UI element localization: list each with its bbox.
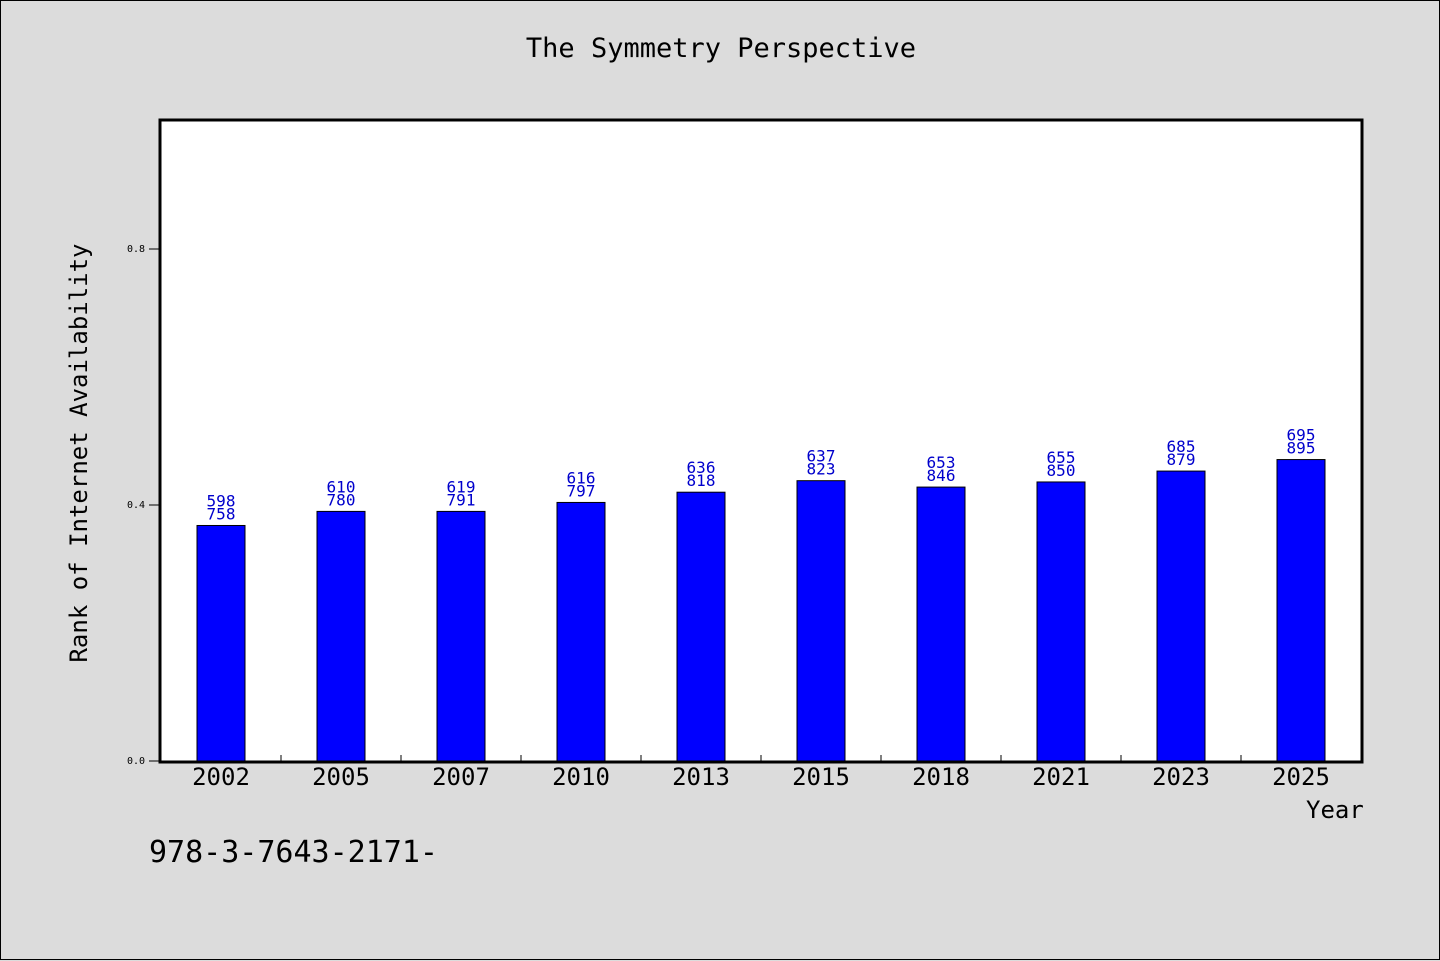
y-tick-label: 0.0 <box>127 756 145 767</box>
bar <box>1276 459 1326 762</box>
bar-label-bottom: 895 <box>1287 439 1316 458</box>
bar <box>1156 470 1206 762</box>
x-tick-label: 2005 <box>312 763 370 791</box>
x-axis-label: Year <box>1306 796 1364 824</box>
bar-label-top: 685 <box>1167 437 1196 456</box>
x-tick-label: 2013 <box>672 763 730 791</box>
x-tick-label: 2015 <box>792 763 850 791</box>
bar <box>676 491 726 762</box>
bar-label-bottom: 791 <box>447 490 476 509</box>
x-tick-label: 2025 <box>1272 763 1330 791</box>
bar-label-bottom: 780 <box>327 490 356 509</box>
bar-label-top: 610 <box>327 477 356 496</box>
bar-label-top: 655 <box>1047 448 1076 467</box>
x-tick-label: 2010 <box>552 763 610 791</box>
chart-title: The Symmetry Perspective <box>525 33 917 64</box>
bar-label-top: 598 <box>207 491 236 510</box>
bar-label-top: 619 <box>447 477 476 496</box>
x-axis: 2002 2005 2007 2010 2013 2015 2018 2021 2023 2025 <box>192 755 1330 791</box>
bar-label-bottom: 818 <box>687 471 716 490</box>
bar-label-top: 695 <box>1287 426 1316 445</box>
bar <box>1036 481 1086 762</box>
bar-label-top: 637 <box>807 447 836 466</box>
x-tick-label: 2018 <box>912 763 970 791</box>
bar-label-bottom: 758 <box>207 504 236 523</box>
bar-series <box>196 459 1326 762</box>
bar <box>316 510 366 762</box>
footer-isbn-text: 978-3-7643-2171- <box>149 835 438 870</box>
y-tick-label: 0.4 <box>127 500 145 511</box>
x-tick-label: 2007 <box>432 763 490 791</box>
y-tick-label: 0.8 <box>127 244 145 255</box>
bar <box>196 524 246 762</box>
bar-label-bottom: 879 <box>1167 450 1196 469</box>
y-axis: 0.0 0.4 0.8 <box>127 244 161 767</box>
bar-label-top: 636 <box>687 458 716 477</box>
x-tick-label: 2023 <box>1152 763 1210 791</box>
bar <box>436 510 486 762</box>
bar <box>556 501 606 762</box>
x-tick-label: 2021 <box>1032 763 1090 791</box>
bar-label-bottom: 850 <box>1047 461 1076 480</box>
bar-label-top: 616 <box>567 468 596 487</box>
bar <box>796 480 846 762</box>
bar-label-bottom: 797 <box>567 481 596 500</box>
bar-label-top: 653 <box>927 453 956 472</box>
x-tick-label: 2002 <box>192 763 250 791</box>
bar-label-bottom: 823 <box>807 460 836 479</box>
bar-label-bottom: 846 <box>927 466 956 485</box>
bar <box>916 486 966 762</box>
